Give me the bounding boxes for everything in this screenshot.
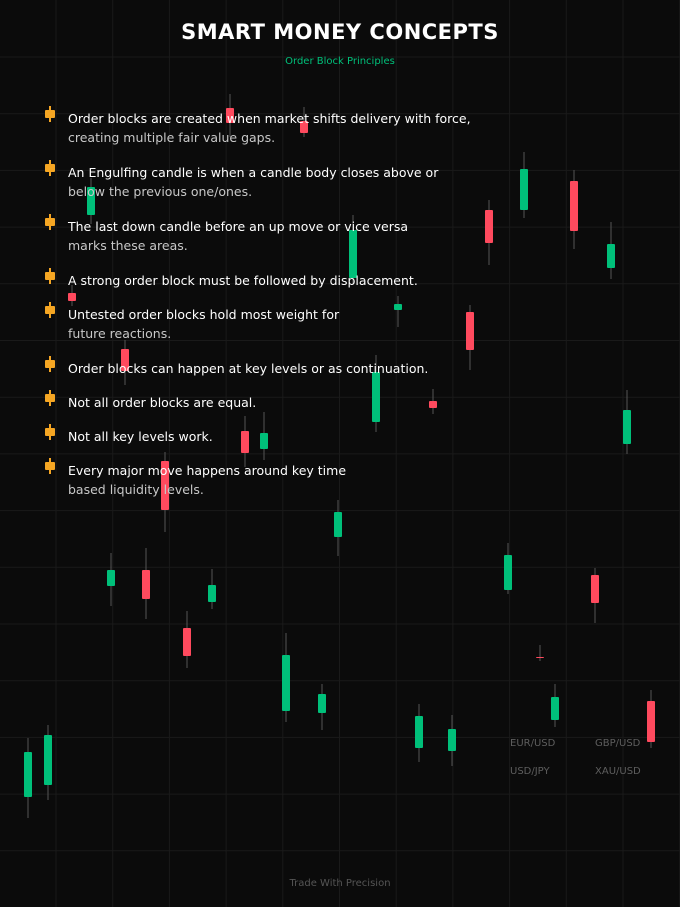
pair-label: XAU/USD <box>595 766 641 777</box>
bullet-text: An Engulfing candle is when a candle bod… <box>68 165 439 180</box>
pair-label: GBP/USD <box>595 738 641 749</box>
bearish-candle-body <box>161 461 169 510</box>
bearish-candle-body <box>536 657 544 658</box>
bearish-candle-body <box>485 210 493 243</box>
bullish-candle-body <box>623 410 631 444</box>
bullish-candle-body <box>107 570 115 586</box>
bullish-candle-body <box>504 555 512 590</box>
candle-bullet-icon <box>45 356 55 372</box>
bearish-candle-body <box>429 401 437 408</box>
candle-bullet-icon <box>45 302 55 318</box>
bullet-text: Not all order blocks are equal. <box>68 395 257 410</box>
bullish-candle-body <box>318 694 326 713</box>
bullish-candle-body <box>520 169 528 210</box>
candle-bullet-icon <box>45 268 55 284</box>
bullish-candle-body <box>24 752 32 797</box>
candle-bullet-icon <box>45 160 55 176</box>
bearish-candle-body <box>241 431 249 453</box>
bullish-candle-body <box>349 230 357 278</box>
bullish-candle-body <box>372 372 380 422</box>
pair-label: EUR/USD <box>510 738 556 749</box>
bullet-text: The last down candle before an up move o… <box>68 219 409 234</box>
bearish-candle-body <box>570 181 578 231</box>
bullet-text: Every major move happens around key time <box>68 463 347 478</box>
bullish-candle-body <box>551 697 559 720</box>
bullish-candle-body <box>260 433 268 449</box>
bullet-text: Order blocks are created when market shi… <box>68 111 471 126</box>
footer-tagline: Trade With Precision <box>289 878 391 889</box>
bullish-candle-body <box>415 716 423 748</box>
bullish-candle-body <box>208 585 216 602</box>
pair-label: USD/JPY <box>510 766 550 777</box>
bullet-text-continued: marks these areas. <box>68 238 188 253</box>
bearish-candle-body <box>591 575 599 603</box>
bullet-text-continued: based liquidity levels. <box>68 482 204 497</box>
bearish-candle-body <box>226 108 234 123</box>
bullet-text: Order blocks can happen at key levels or… <box>68 361 429 376</box>
bullet-text: Untested order blocks hold most weight f… <box>68 307 340 322</box>
bearish-candle-body <box>647 701 655 742</box>
bullish-candle-body <box>394 304 402 310</box>
bearish-candle-body <box>121 349 129 371</box>
page-subtitle: Order Block Principles <box>285 56 395 67</box>
candle-bullet-icon <box>45 424 55 440</box>
candle-bullet-icon <box>45 106 55 122</box>
bullet-text-continued: future reactions. <box>68 326 172 341</box>
bullish-candle-body <box>44 735 52 785</box>
bearish-candle-body <box>68 293 76 301</box>
bullet-text-continued: below the previous one/ones. <box>68 184 253 199</box>
bullish-candle-body <box>448 729 456 751</box>
candle-bullet-icon <box>45 214 55 230</box>
bearish-candle-body <box>142 570 150 599</box>
bearish-candle-body <box>466 312 474 350</box>
bullish-candle-body <box>87 187 95 215</box>
bearish-candle-body <box>300 121 308 133</box>
page-title: SMART MONEY CONCEPTS <box>181 20 499 44</box>
candle-bullet-icon <box>45 390 55 406</box>
bullet-text-continued: creating multiple fair value gaps. <box>68 130 276 145</box>
bullish-candle-body <box>334 512 342 537</box>
bullish-candle-body <box>282 655 290 711</box>
bearish-candle-body <box>183 628 191 656</box>
bullet-text: Not all key levels work. <box>68 429 213 444</box>
candle-bullet-icon <box>45 458 55 474</box>
bullish-candle-body <box>607 244 615 268</box>
bullet-text: A strong order block must be followed by… <box>68 273 418 288</box>
